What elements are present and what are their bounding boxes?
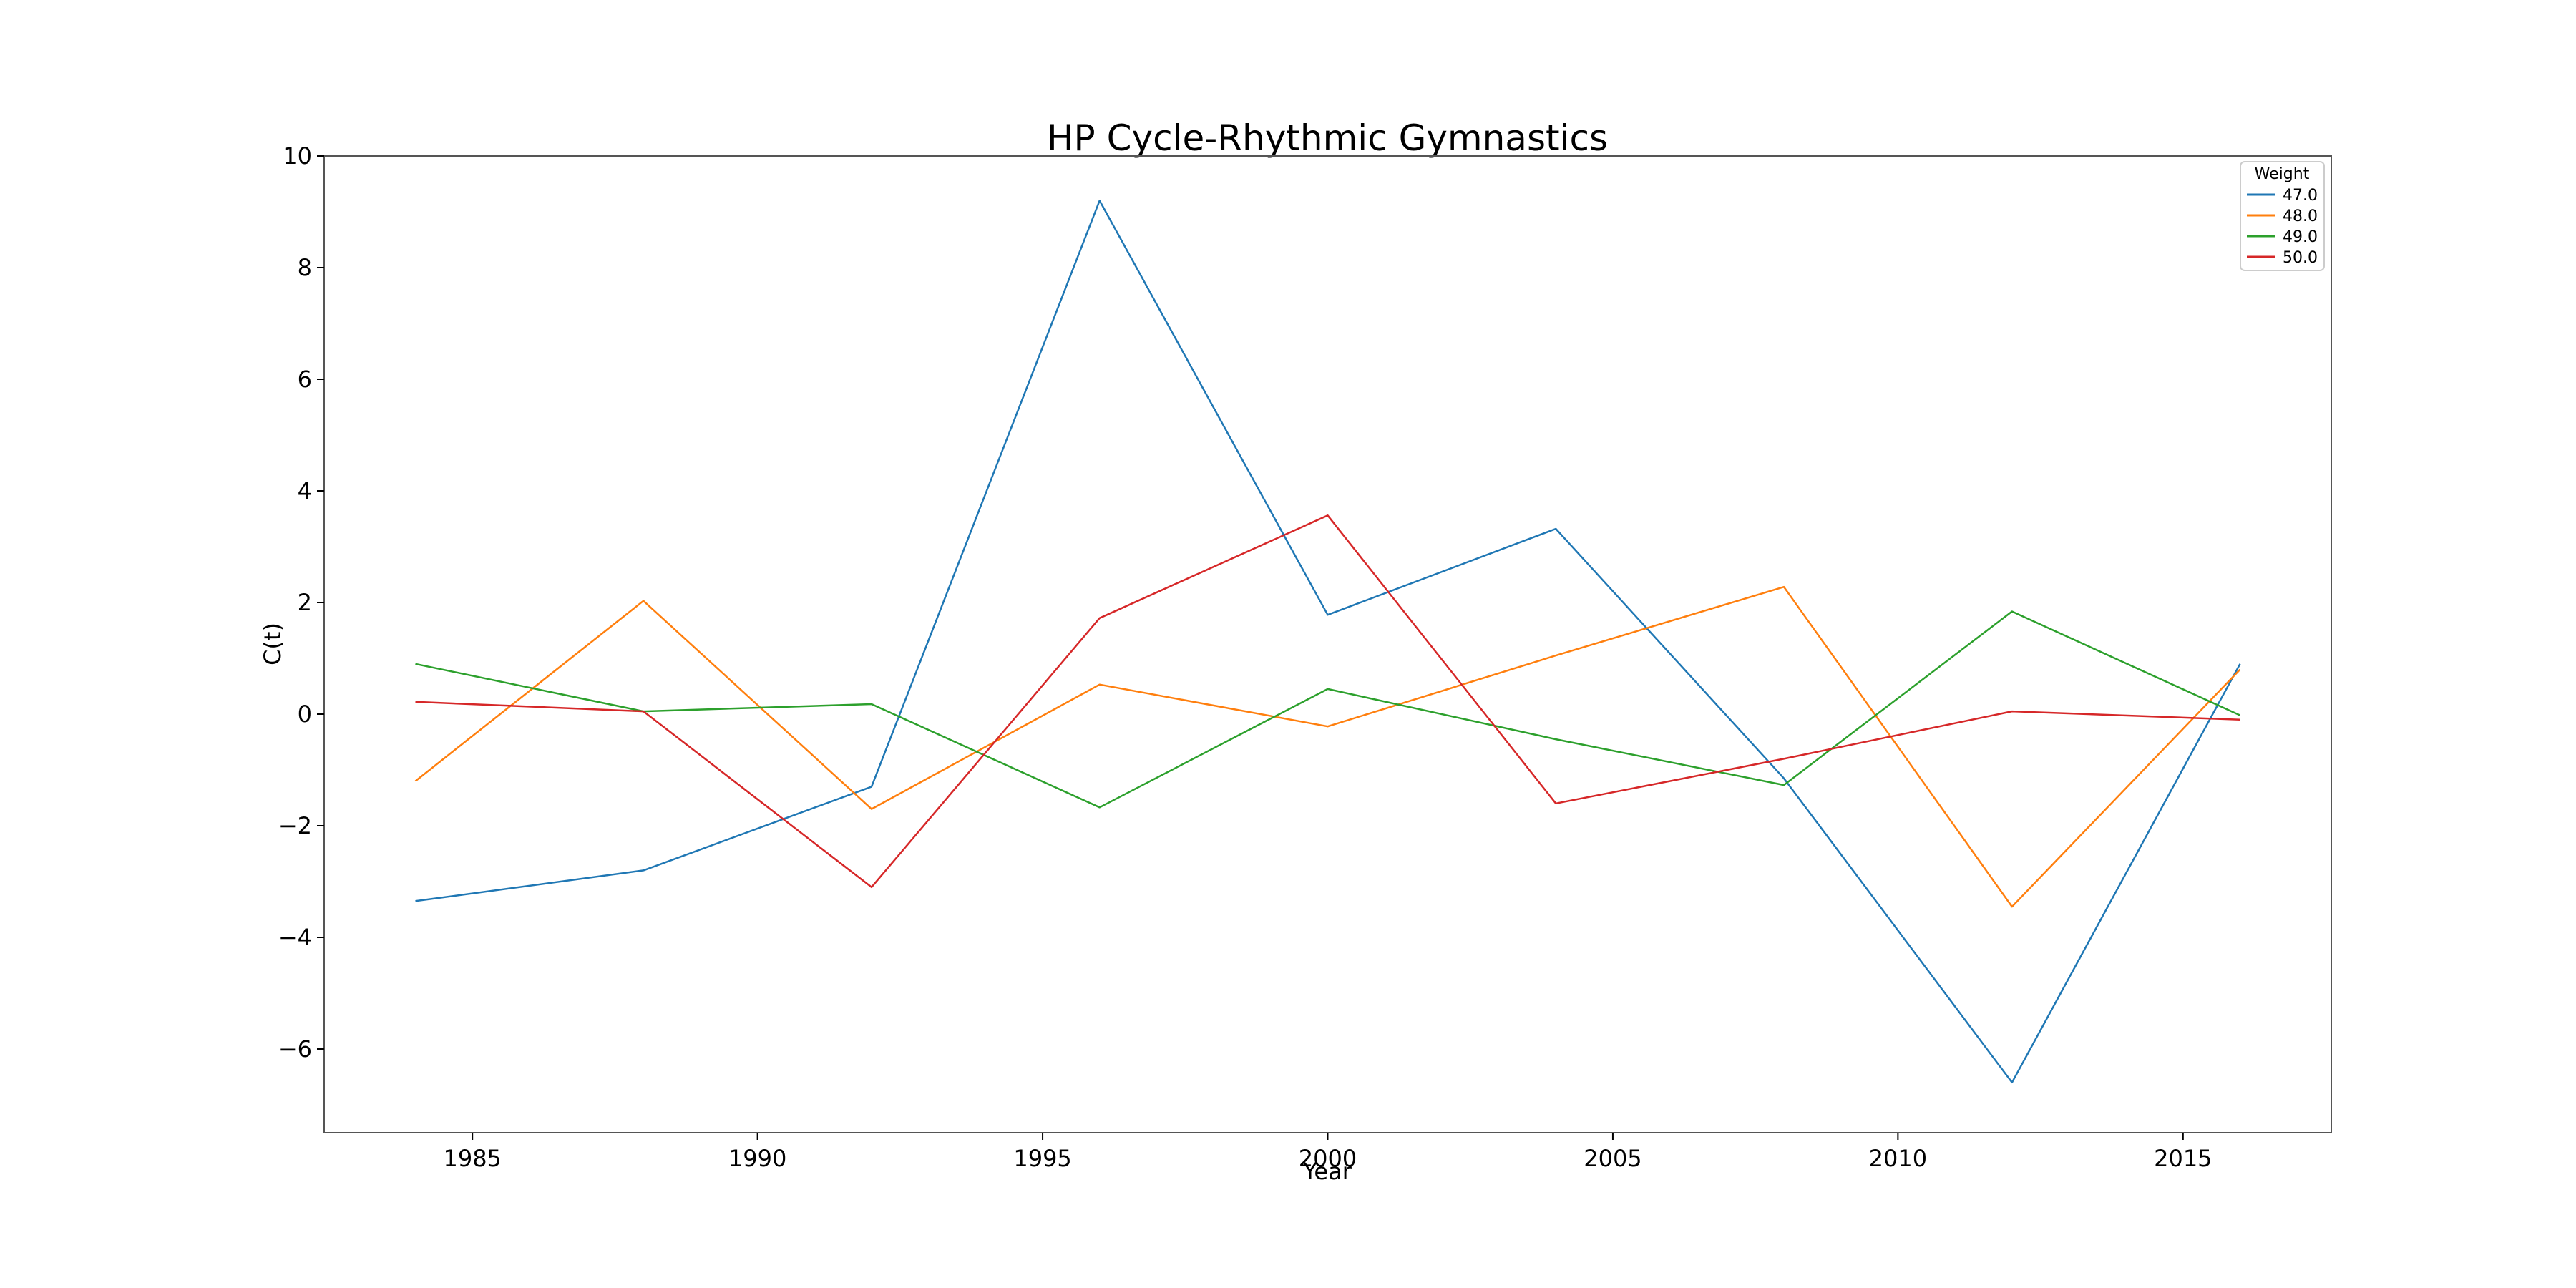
plot-frame <box>323 155 2332 1133</box>
legend-entry: 47.0 <box>2283 187 2318 205</box>
y-tick-label: −6 <box>278 1035 312 1063</box>
y-tick-label: 0 <box>298 701 312 728</box>
x-tick-label: 1990 <box>728 1145 786 1172</box>
series-line-48.0 <box>414 585 2241 908</box>
series-line-50.0 <box>415 514 2240 889</box>
series-line-47.0 <box>415 200 2241 1084</box>
y-axis: −6 −4 −2 0 2 4 6 8 10 <box>278 142 324 1063</box>
x-axis: 1985 1990 1995 2000 2005 2010 2015 <box>443 1133 2212 1172</box>
y-tick-label: 10 <box>283 142 312 170</box>
legend-box <box>2240 161 2325 271</box>
series-line-49.0 <box>415 610 2241 809</box>
y-tick-label: 6 <box>298 366 312 393</box>
y-tick-label: −4 <box>278 924 312 951</box>
y-tick-label: 2 <box>298 589 312 616</box>
x-tick-label: 2005 <box>1584 1145 1641 1172</box>
legend: Weight 47.0 48.0 49.0 50.0 <box>2240 161 2325 271</box>
chart-title: HP Cycle-Rhythmic Gymnastics <box>1047 117 1608 159</box>
plot-area <box>414 200 2241 1084</box>
y-tick-label: −2 <box>278 812 312 839</box>
x-tick-label: 2010 <box>1869 1145 1927 1172</box>
x-tick-label: 2015 <box>2154 1145 2212 1172</box>
y-axis-label: C(t) <box>259 623 286 665</box>
x-tick-label: 1995 <box>1013 1145 1071 1172</box>
legend-entry: 49.0 <box>2283 228 2318 246</box>
x-tick-label: 1985 <box>443 1145 501 1172</box>
legend-entry: 48.0 <box>2283 208 2318 225</box>
x-tick-label: 2000 <box>1299 1145 1357 1172</box>
y-tick-label: 4 <box>298 477 312 504</box>
x-axis-label: Year <box>1302 1158 1352 1185</box>
y-tick-label: 8 <box>298 254 312 281</box>
legend-entry: 50.0 <box>2283 249 2318 267</box>
legend-title: Weight <box>2255 165 2310 183</box>
